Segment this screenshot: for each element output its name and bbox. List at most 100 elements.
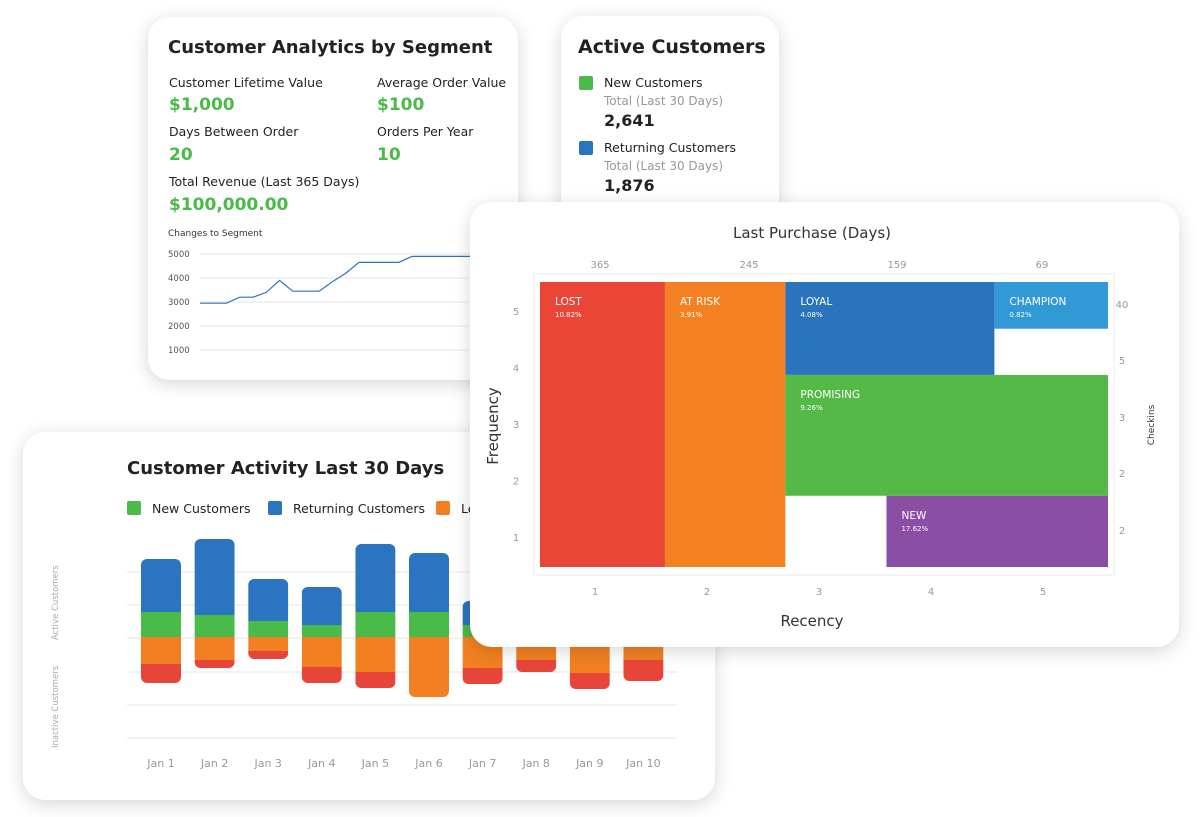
bar-lapsed — [141, 637, 181, 664]
rfm-top-tick: 245 — [739, 260, 758, 271]
segment-percent: 17.62% — [901, 525, 928, 533]
bar-lapsed — [248, 637, 289, 651]
bar-lost — [355, 672, 396, 688]
bar-new — [248, 621, 289, 637]
segment-percent: 4.08% — [800, 311, 823, 319]
bar-stack — [141, 559, 181, 683]
line-y-tick: 1000 — [168, 346, 190, 356]
bar-lapsed — [301, 637, 342, 667]
rfm-x-tick: 4 — [928, 587, 934, 598]
legend-new-label: New Customers — [152, 501, 251, 516]
rfm-y-tick: 1 — [513, 533, 519, 544]
metric-value-total-revenue: $100,000.00 — [169, 195, 289, 215]
line-y-tick: 2000 — [168, 322, 190, 332]
segment-label: LOST — [555, 296, 582, 308]
x-tick-label: Jan 4 — [307, 757, 335, 770]
rfm-right-tick: 3 — [1119, 413, 1125, 424]
rfm-right-tick: 2 — [1119, 526, 1125, 537]
x-tick-label: Jan 6 — [414, 757, 442, 770]
new-customers-swatch — [579, 76, 593, 90]
bar-lost — [569, 673, 610, 689]
bar-stack — [355, 544, 396, 688]
rfm-card: Last Purchase (Days) Recency Frequency Chec… — [470, 202, 1179, 647]
bar-lost — [248, 651, 289, 659]
segment-loyal — [785, 282, 995, 375]
bar-lost — [301, 667, 342, 683]
metric-label-days-between: Days Between Order — [169, 124, 299, 139]
rfm-xlabel: Recency — [780, 612, 843, 630]
x-tick-label: Jan 2 — [200, 757, 228, 770]
metric-value-days-between: 20 — [169, 145, 193, 165]
rfm-x-tick: 5 — [1040, 587, 1046, 598]
new-customers-sub: Total (Last 30 Days) — [604, 94, 724, 108]
line-y-tick: 5000 — [168, 250, 190, 260]
rfm-x-tick: 1 — [592, 587, 598, 598]
bar-lost — [516, 660, 557, 672]
rfm-x-tick: 3 — [816, 587, 822, 598]
segment-percent: 0.82% — [1009, 311, 1032, 319]
x-tick-label: Jan 1 — [146, 757, 174, 770]
bar-stack — [301, 587, 342, 683]
rfm-right-tick: 40 — [1116, 300, 1129, 311]
line-y-tick: 4000 — [168, 274, 190, 284]
legend-new-swatch — [127, 501, 141, 515]
bar-new — [409, 612, 449, 637]
x-tick-label: Jan 5 — [361, 757, 389, 770]
rfm-heatmap-chart: Last Purchase (Days) Recency Frequency Chec… — [484, 224, 1157, 630]
segment-percent: 9.26% — [800, 404, 823, 412]
x-tick-label: Jan 9 — [575, 757, 603, 770]
bar-lapsed — [355, 637, 396, 672]
bar-lost — [462, 668, 503, 684]
bar-lost — [141, 664, 181, 683]
segment-label: NEW — [901, 510, 926, 522]
rfm-top-tick: 365 — [590, 260, 609, 271]
returning-customers-swatch — [579, 141, 593, 155]
segment-label: PROMISING — [800, 389, 860, 401]
rfm-top-tick: 159 — [887, 260, 906, 271]
bar-new — [194, 615, 235, 637]
bar-returning — [141, 559, 181, 612]
bar-new — [301, 625, 342, 637]
active-customers-card: Active Customers New Customers Total (La… — [561, 16, 779, 226]
rfm-right-tick: 2 — [1119, 469, 1125, 480]
x-tick-label: Jan 7 — [468, 757, 496, 770]
metric-label-total-revenue: Total Revenue (Last 365 Days) — [169, 174, 360, 189]
segment-new — [886, 495, 1108, 567]
metric-label-orders-per-year: Orders Per Year — [377, 124, 474, 139]
rfm-title: Last Purchase (Days) — [733, 224, 891, 242]
metric-label-clv: Customer Lifetime Value — [169, 75, 323, 90]
segment-champion — [994, 282, 1108, 329]
bar-returning — [301, 587, 342, 625]
returning-customers-label: Returning Customers — [604, 140, 737, 155]
segment-card: Customer Analytics by Segment Customer L… — [148, 17, 518, 380]
activity-bar-chart: Active Customers Inactive Customers Jan 1 J… — [51, 539, 677, 770]
bar-lost — [194, 660, 235, 668]
segment-percent: 3.91% — [680, 311, 703, 319]
rfm-right-tick: 5 — [1119, 356, 1125, 367]
returning-customers-value: 1,876 — [604, 176, 655, 195]
segment-label: CHAMPION — [1009, 296, 1066, 308]
metric-value-clv: $1,000 — [169, 95, 235, 115]
activity-card-title: Customer Activity Last 30 Days — [127, 458, 445, 479]
bar-returning — [409, 553, 449, 612]
bar-lost — [623, 660, 664, 681]
bar-returning — [355, 544, 396, 612]
segment-card-title: Customer Analytics by Segment — [168, 37, 493, 58]
segment-promising — [785, 374, 1108, 496]
rfm-y-tick: 5 — [513, 307, 519, 318]
bar-stack — [194, 539, 235, 668]
metric-value-aov: $100 — [377, 95, 425, 115]
rfm-x-tick: 2 — [704, 587, 710, 598]
x-tick-label: Jan 8 — [521, 757, 549, 770]
rfm-ylabel: Frequency — [484, 387, 502, 465]
new-customers-value: 2,641 — [604, 111, 655, 130]
segment-lost — [540, 282, 665, 567]
legend-returning-swatch — [268, 501, 282, 515]
y-label-active: Active Customers — [51, 565, 61, 640]
rfm-y-tick: 4 — [513, 364, 519, 375]
rfm-right-label: Checkins — [1147, 404, 1157, 445]
rfm-top-tick: 69 — [1036, 260, 1049, 271]
new-customers-label: New Customers — [604, 75, 703, 90]
bar-returning — [248, 579, 289, 621]
legend-returning-label: Returning Customers — [293, 501, 426, 516]
